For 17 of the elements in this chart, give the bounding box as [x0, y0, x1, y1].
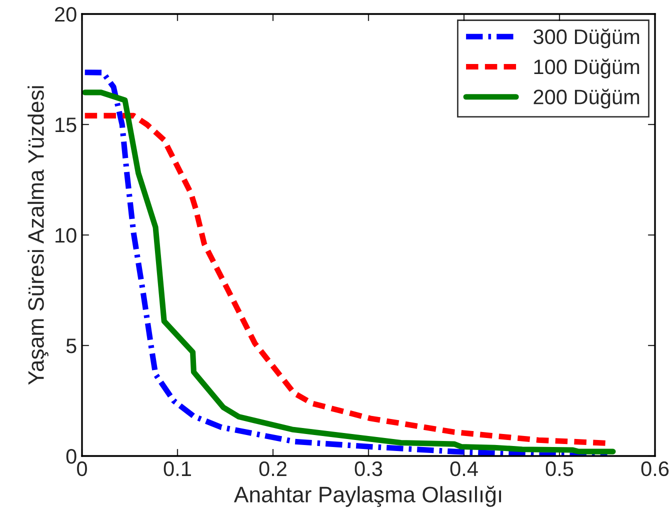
x-tick-label: 0: [77, 461, 87, 476]
y-tick-label: 5: [66, 338, 76, 354]
x-tick-label: 0.5: [546, 461, 574, 476]
x-tick-label: 0.6: [641, 461, 669, 476]
x-tick-label: 0.3: [354, 461, 382, 476]
legend-label: 300 Düğüm: [534, 28, 640, 48]
x-tick-label: 0.4: [450, 461, 478, 476]
y-tick-label: 20: [55, 7, 76, 22]
x-tick-label: 0.1: [164, 461, 191, 476]
x-axis-title: Anahtar Paylaşma Olasılığı: [234, 486, 502, 507]
x-tick-label: 0.2: [259, 461, 286, 476]
y-tick-label: 15: [56, 118, 76, 132]
y-axis-title: Yaşam Süresi Azalma Yüzdesi: [28, 86, 48, 385]
legend-label: 200 Düğüm: [534, 88, 640, 108]
y-tick-label: 10: [56, 228, 76, 243]
y-tick-label: 0: [66, 449, 76, 464]
legend-label: 100 Düğüm: [534, 58, 640, 78]
